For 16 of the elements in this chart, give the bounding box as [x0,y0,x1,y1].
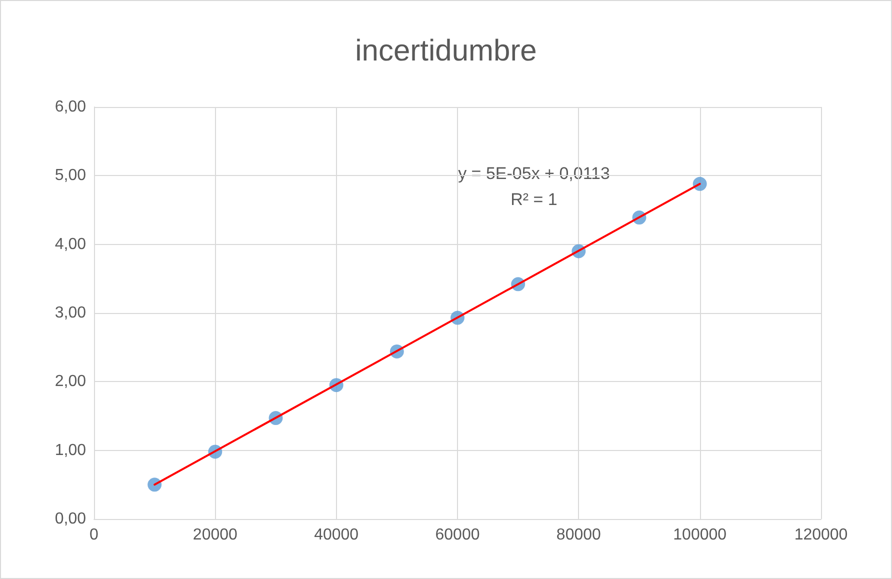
y-tick-label: 1,00 [54,442,86,459]
y-tick-label: 3,00 [54,304,86,322]
y-tick-label: 2,00 [54,373,86,390]
y-tick-label: 0,00 [54,510,86,528]
x-tick-label: 20000 [192,526,238,544]
x-tick-label: 40000 [314,526,359,544]
chart-title: incertidumbre [355,34,537,68]
y-tick-label: 4,00 [54,236,86,253]
x-tick-label: 0 [90,526,99,544]
annotation: R² = 1 [510,190,558,209]
y-tick-label: 5,00 [54,167,86,184]
x-tick-label: 60000 [435,526,480,544]
x-tick-label: 80000 [556,526,602,544]
x-tick-label: 120000 [794,526,848,544]
x-tick-label: 100000 [673,526,727,544]
y-tick-label: 6,00 [54,98,86,116]
